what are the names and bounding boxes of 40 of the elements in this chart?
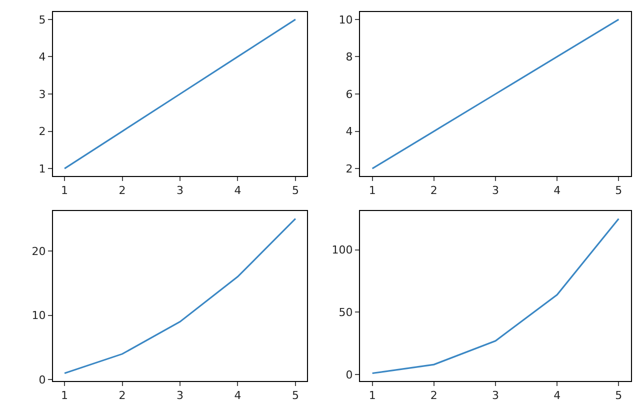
line-series (372, 18, 620, 170)
y-tick-label: 20 (32, 244, 46, 258)
y-tick-label: 50 (338, 306, 353, 320)
y-tick-label: 2 (38, 125, 46, 138)
y-tick-label: 0 (38, 374, 46, 387)
line-series (64, 18, 296, 170)
x-tick-label: 2 (430, 389, 438, 402)
x-tick-label: 3 (176, 389, 184, 402)
x-tick-label: 4 (554, 184, 561, 198)
y-tick-label: 100 (332, 244, 353, 257)
y-tick-label: 2 (346, 162, 353, 176)
y-tick-label: 8 (346, 50, 353, 64)
line-series (372, 218, 620, 374)
x-tick-label: 2 (118, 184, 126, 198)
y-tick-label: 0 (346, 368, 353, 382)
x-tick-label: 4 (234, 389, 242, 402)
x-tick-label: 5 (292, 389, 299, 402)
y-tick-label: 10 (32, 309, 46, 322)
x-tick-label: 4 (234, 184, 242, 198)
y-tick-label: 4 (346, 125, 353, 138)
x-tick-label: 1 (61, 184, 68, 198)
y-tick-label: 3 (38, 88, 46, 101)
x-tick-label: 2 (118, 389, 126, 402)
x-tick-label: 3 (492, 184, 499, 198)
x-tick-label: 3 (176, 184, 184, 198)
y-tick-label: 5 (38, 13, 46, 26)
x-tick-label: 3 (492, 389, 499, 402)
x-tick-label: 5 (615, 389, 622, 402)
y-tick-label: 4 (38, 50, 46, 64)
y-tick-label: 6 (346, 88, 353, 101)
x-tick-label: 1 (61, 389, 68, 402)
x-tick-label: 5 (615, 184, 622, 198)
line-series (64, 218, 296, 374)
x-tick-label: 5 (292, 184, 299, 198)
y-tick-label: 1 (38, 162, 46, 176)
x-tick-label: 2 (430, 184, 438, 198)
x-tick-label: 1 (368, 184, 376, 198)
x-tick-label: 1 (368, 389, 376, 402)
x-tick-label: 4 (554, 389, 561, 402)
y-tick-label: 10 (338, 13, 353, 26)
